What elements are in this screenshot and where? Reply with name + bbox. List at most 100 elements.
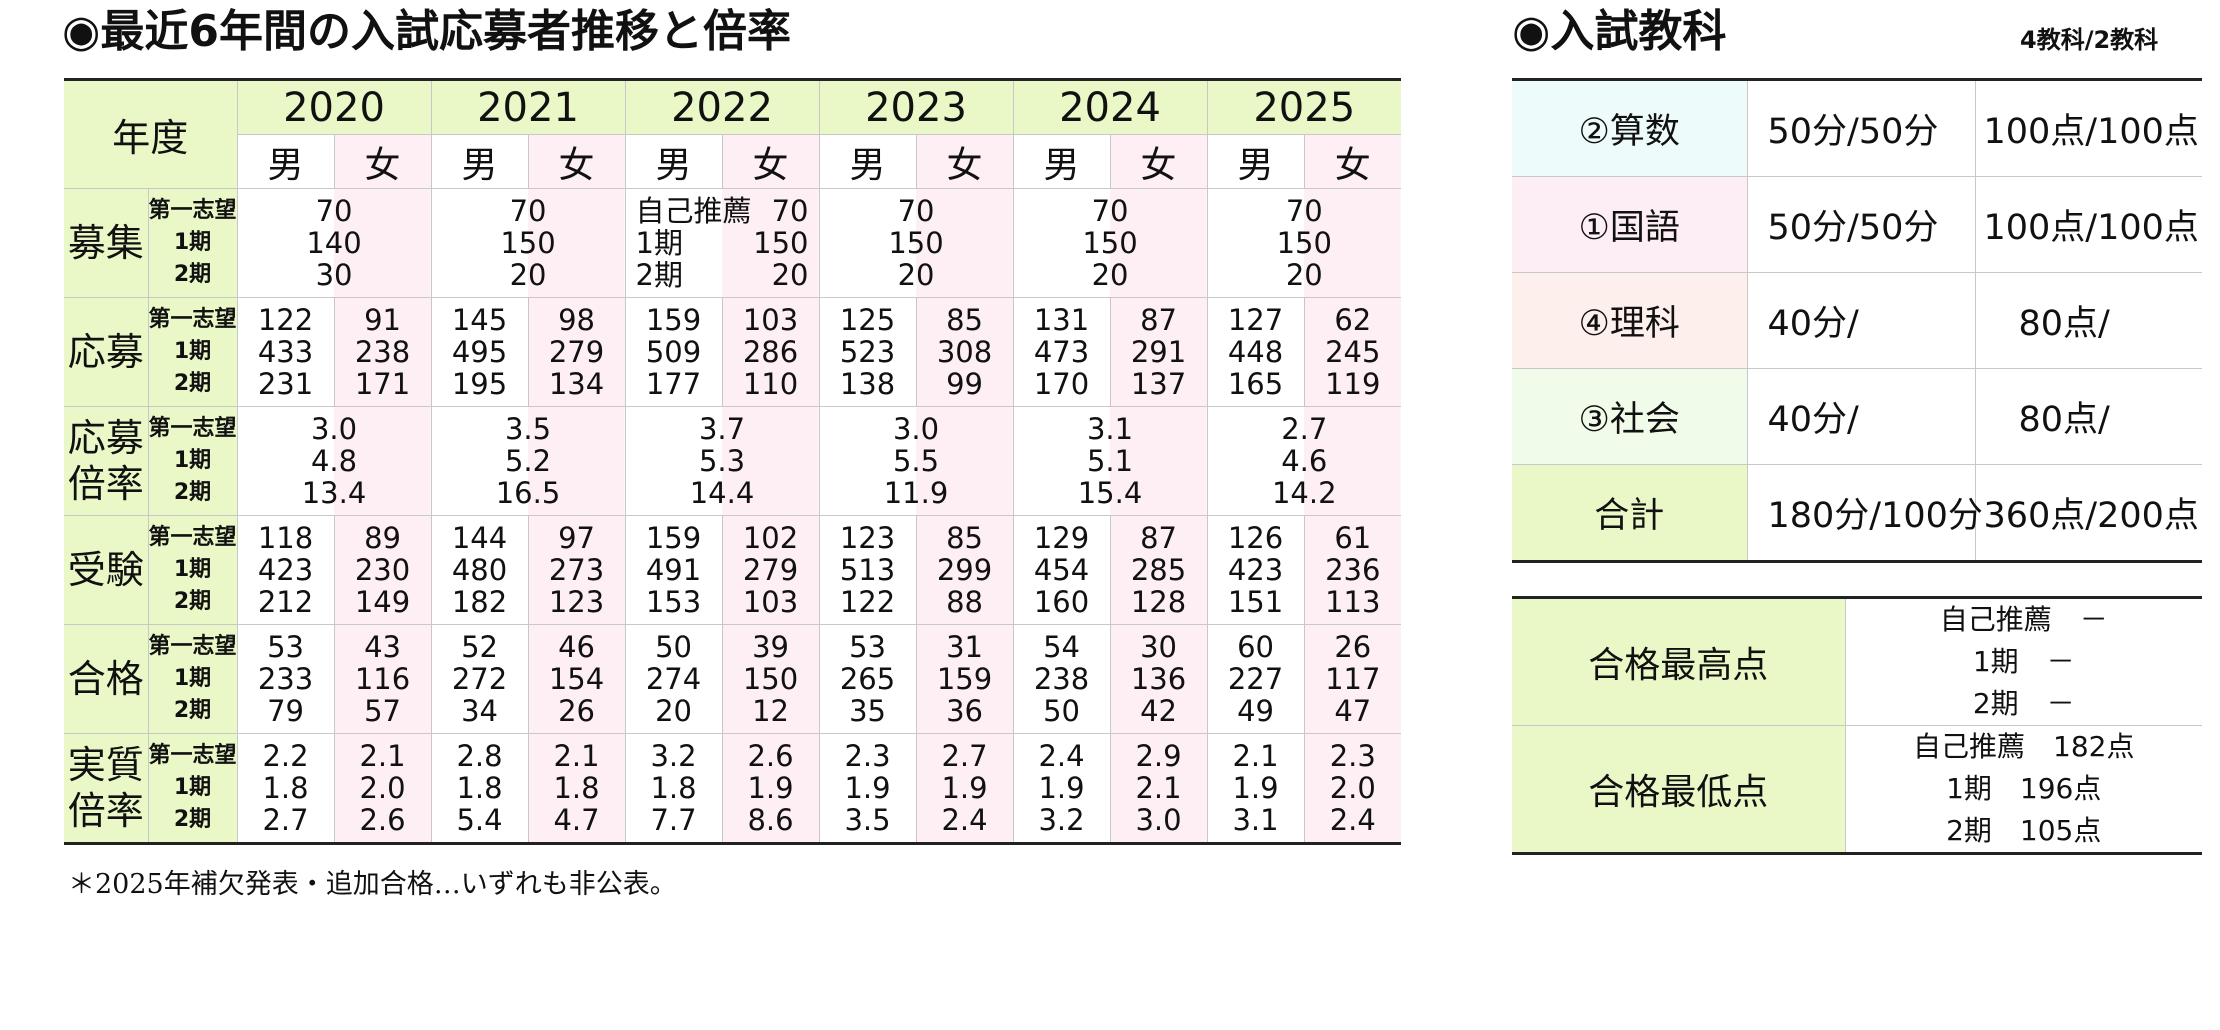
- cell-value: 2.7: [941, 739, 988, 773]
- cell-value: 227: [1227, 662, 1284, 696]
- cell-value: 34: [461, 694, 498, 728]
- cell-value: 495: [451, 335, 508, 369]
- cell-value: 272: [451, 662, 508, 696]
- cell-value: 279: [742, 553, 799, 587]
- cell-value: 230: [354, 553, 411, 587]
- cell-value: 140: [306, 226, 362, 260]
- row-label-line: 倍率: [67, 789, 144, 833]
- cell-value: 2.0: [359, 771, 406, 805]
- cell-value: 129: [1033, 521, 1090, 555]
- subject-points: 360点/200点: [1974, 464, 2202, 562]
- cell-value: 2.4: [1329, 803, 1376, 837]
- subject-name: 合計: [1512, 464, 1748, 562]
- cell-value: 2.0: [1329, 771, 1376, 805]
- cell-value: 127: [1227, 303, 1284, 337]
- female-cell: 2.7 1.9 2.4: [915, 733, 1014, 844]
- cell-value: 50: [655, 630, 692, 664]
- subject-time: 50分/50分: [1746, 79, 1976, 177]
- cell-value: 31: [946, 630, 983, 664]
- split-line-value: 20: [771, 258, 809, 292]
- cell-value: 1.8: [456, 771, 503, 805]
- row-label-line: 倍率: [67, 462, 144, 506]
- subject-points: 100点/100点: [1974, 79, 2202, 177]
- female-cell: 85 299 88: [915, 515, 1014, 625]
- year-header-label: 年度: [64, 79, 238, 189]
- cell-value: 1.8: [262, 771, 309, 805]
- cell-value: 423: [1227, 553, 1284, 587]
- merged-cell: 70 150 20: [1012, 188, 1208, 298]
- cell-value: 46: [558, 630, 595, 664]
- cell-value: 165: [1227, 367, 1284, 401]
- cell-value: 70: [1285, 194, 1323, 228]
- cell-value: 149: [354, 585, 411, 619]
- pass-score-row: 合格最高点 自己推薦 － 1期 － 2期 －: [1512, 597, 2202, 726]
- cell-value: 110: [742, 367, 799, 401]
- cell-value: 103: [742, 303, 799, 337]
- cell-value: 13.4: [301, 476, 367, 510]
- cell-value: 454: [1033, 553, 1090, 587]
- cell-value: 448: [1227, 335, 1284, 369]
- cell-value: 2.1: [1135, 771, 1182, 805]
- sub-label: 第一志望: [148, 416, 237, 441]
- subject-name: ③社会: [1512, 368, 1748, 465]
- female-header: 女: [721, 134, 820, 189]
- subject-row: ②算数 50分/50分 100点/100点: [1512, 79, 2202, 177]
- sub-label: 1期: [173, 666, 212, 691]
- cell-value: 2.7: [1281, 412, 1328, 446]
- subject-time: 40分/: [1746, 272, 1976, 369]
- female-cell: 39 150 12: [721, 624, 820, 734]
- sub-label: 2期: [173, 262, 212, 287]
- female-cell: 103 286 110: [721, 297, 820, 407]
- cell-value: 61: [1334, 521, 1372, 555]
- male-cell: 52 272 34: [430, 624, 529, 734]
- pass-score-row: 合格最低点 自己推薦 182点 1期 196点 2期 105点: [1512, 725, 2202, 854]
- female-cell: 2.3 2.0 2.4: [1303, 733, 1402, 844]
- female-cell: 102 279 103: [721, 515, 820, 625]
- cell-value: 151: [1227, 585, 1284, 619]
- cell-value: 238: [1033, 662, 1090, 696]
- female-header: 女: [527, 134, 626, 189]
- cell-value: 87: [1140, 303, 1177, 337]
- merged-cell: 3.0 5.5 11.9: [818, 406, 1014, 516]
- cell-value: 299: [936, 553, 993, 587]
- cell-value: 3.0: [310, 412, 358, 446]
- cell-value: 2.7: [262, 803, 309, 837]
- sub-labels: 第一志望 1期 2期: [147, 188, 238, 298]
- male-header: 男: [1012, 134, 1111, 189]
- sub-label: 第一志望: [148, 307, 237, 332]
- cell-value: 5.4: [456, 803, 503, 837]
- cell-value: 159: [645, 303, 702, 337]
- female-cell: 85 308 99: [915, 297, 1014, 407]
- cell-value: 16.5: [495, 476, 561, 510]
- cell-value: 117: [1325, 662, 1381, 696]
- cell-value: 423: [257, 553, 314, 587]
- male-header: 男: [1206, 134, 1305, 189]
- cell-value: 273: [548, 553, 605, 587]
- male-header: 男: [237, 134, 335, 189]
- male-cell: 145 495 195: [430, 297, 529, 407]
- cell-value: 231: [257, 367, 314, 401]
- female-cell: 2.9 2.1 3.0: [1109, 733, 1208, 844]
- cell-value: 3.2: [1038, 803, 1085, 837]
- cell-value: 119: [1325, 367, 1381, 401]
- cell-value: 236: [1325, 553, 1381, 587]
- female-cell: 61 236 113: [1303, 515, 1402, 625]
- cell-value: 144: [451, 521, 508, 555]
- cell-value: 62: [1334, 303, 1372, 337]
- cell-value: 160: [1033, 585, 1090, 619]
- cell-value: 150: [1276, 226, 1332, 260]
- cell-value: 212: [257, 585, 314, 619]
- cell-value: 171: [354, 367, 411, 401]
- cell-value: 2.4: [941, 803, 988, 837]
- subject-name: ①国語: [1512, 176, 1748, 273]
- pass-scores-table: 合格最高点 自己推薦 － 1期 － 2期 － 合格最低点 自己推薦 182点 1期 196点…: [1512, 596, 2202, 855]
- cell-value: 1.8: [650, 771, 697, 805]
- cell-value: 3.7: [698, 412, 746, 446]
- row-label-line: 応募: [67, 416, 144, 460]
- male-cell: 144 480 182: [430, 515, 529, 625]
- cell-value: 122: [257, 303, 314, 337]
- cell-value: 47: [1334, 694, 1372, 728]
- sub-label: 2期: [173, 480, 212, 505]
- cell-value: 138: [839, 367, 896, 401]
- female-cell: 2.1 2.0 2.6: [333, 733, 432, 844]
